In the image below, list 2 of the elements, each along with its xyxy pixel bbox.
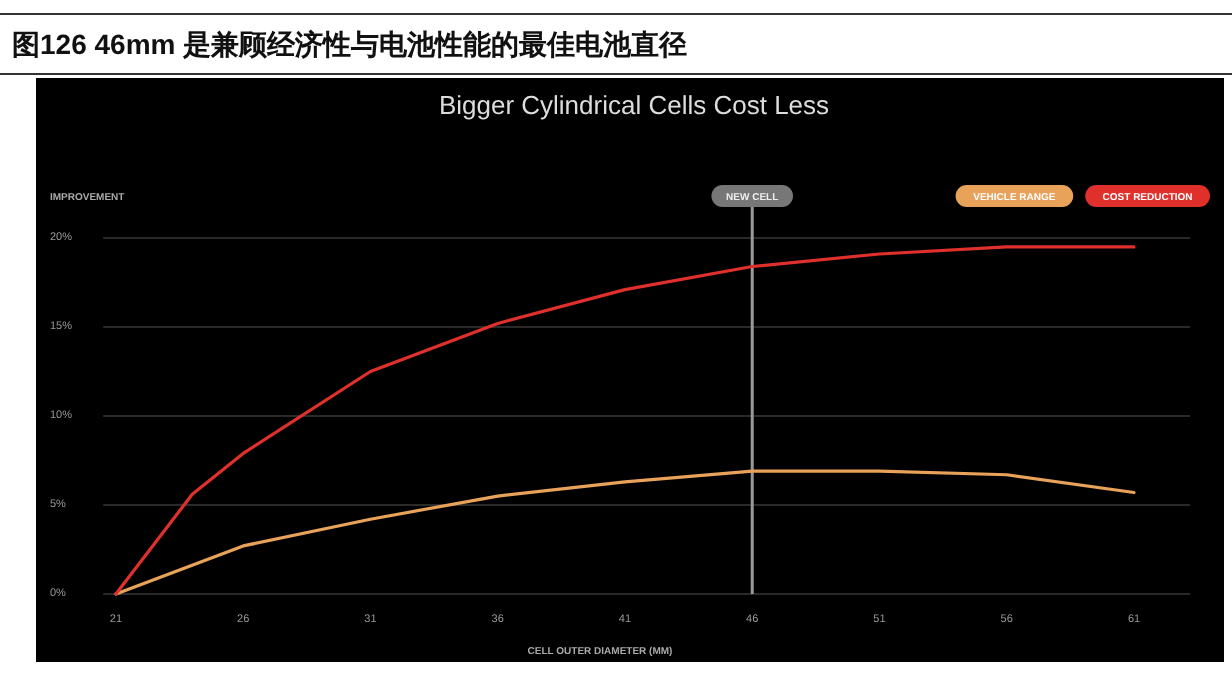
title: 图126 46mm 是兼顾经济性与电池性能的最佳电池直径 xyxy=(12,28,688,60)
subtitle: Bigger Cylindrical Cells Cost Less xyxy=(438,90,830,120)
